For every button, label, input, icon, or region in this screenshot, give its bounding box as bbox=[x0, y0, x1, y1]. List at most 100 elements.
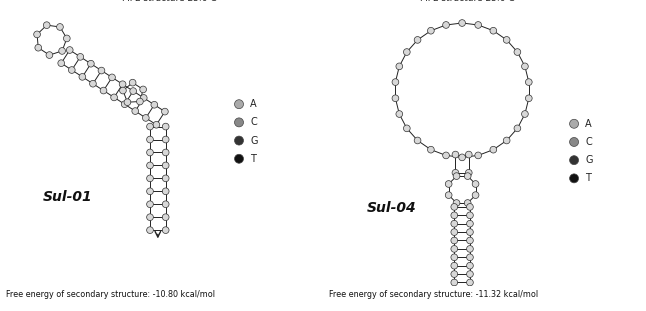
Circle shape bbox=[234, 118, 244, 127]
Circle shape bbox=[153, 121, 160, 128]
Circle shape bbox=[459, 154, 466, 161]
Circle shape bbox=[443, 21, 450, 28]
Circle shape bbox=[129, 79, 136, 86]
Circle shape bbox=[464, 200, 471, 207]
Circle shape bbox=[466, 204, 474, 210]
Circle shape bbox=[525, 79, 532, 86]
Circle shape bbox=[147, 227, 153, 234]
Circle shape bbox=[466, 212, 474, 219]
Circle shape bbox=[465, 151, 472, 158]
Text: C: C bbox=[250, 117, 257, 128]
Circle shape bbox=[451, 254, 457, 261]
Text: T: T bbox=[585, 173, 591, 183]
Circle shape bbox=[162, 175, 169, 182]
Circle shape bbox=[525, 95, 532, 102]
Circle shape bbox=[453, 200, 460, 207]
Circle shape bbox=[46, 52, 53, 58]
Circle shape bbox=[162, 214, 169, 220]
Circle shape bbox=[234, 136, 244, 145]
Text: G: G bbox=[585, 155, 593, 165]
Text: C: C bbox=[585, 137, 592, 147]
Circle shape bbox=[466, 229, 474, 235]
Circle shape bbox=[475, 21, 481, 28]
Circle shape bbox=[162, 108, 168, 115]
Circle shape bbox=[98, 67, 105, 74]
Circle shape bbox=[570, 137, 579, 146]
Circle shape bbox=[151, 101, 158, 108]
Circle shape bbox=[451, 237, 457, 244]
Circle shape bbox=[428, 146, 434, 153]
Circle shape bbox=[147, 201, 153, 208]
Text: A: A bbox=[585, 119, 592, 129]
Circle shape bbox=[521, 63, 528, 70]
Circle shape bbox=[162, 162, 169, 169]
Circle shape bbox=[404, 125, 410, 132]
Text: MFE structure 25.0 C: MFE structure 25.0 C bbox=[421, 0, 515, 3]
Circle shape bbox=[396, 111, 402, 117]
Circle shape bbox=[443, 152, 450, 159]
Circle shape bbox=[143, 114, 149, 121]
Circle shape bbox=[451, 204, 457, 210]
Circle shape bbox=[466, 279, 474, 286]
Text: Sul-01: Sul-01 bbox=[43, 189, 93, 204]
Circle shape bbox=[147, 149, 153, 156]
Text: Free energy of secondary structure: -10.80 kcal/mol: Free energy of secondary structure: -10.… bbox=[6, 290, 216, 299]
Circle shape bbox=[100, 87, 107, 94]
Circle shape bbox=[451, 212, 457, 219]
Circle shape bbox=[124, 99, 130, 105]
Text: T: T bbox=[250, 154, 256, 164]
Circle shape bbox=[570, 156, 579, 165]
Circle shape bbox=[514, 49, 521, 55]
Circle shape bbox=[472, 192, 479, 198]
Circle shape bbox=[466, 220, 474, 227]
Circle shape bbox=[120, 81, 126, 88]
Circle shape bbox=[140, 86, 147, 93]
Text: A: A bbox=[250, 99, 257, 109]
Circle shape bbox=[521, 111, 528, 117]
Circle shape bbox=[464, 173, 471, 179]
Circle shape bbox=[396, 63, 402, 70]
Circle shape bbox=[445, 181, 452, 187]
Circle shape bbox=[59, 48, 65, 54]
Circle shape bbox=[90, 80, 96, 87]
Circle shape bbox=[109, 74, 116, 81]
Circle shape bbox=[466, 237, 474, 244]
Text: G: G bbox=[250, 136, 258, 146]
Circle shape bbox=[43, 22, 50, 29]
Circle shape bbox=[162, 201, 169, 208]
Circle shape bbox=[79, 73, 86, 80]
Circle shape bbox=[234, 100, 244, 109]
Circle shape bbox=[472, 181, 479, 187]
Circle shape bbox=[451, 229, 457, 235]
Circle shape bbox=[428, 27, 434, 34]
Circle shape bbox=[404, 49, 410, 55]
Circle shape bbox=[147, 188, 153, 195]
Circle shape bbox=[58, 60, 65, 67]
Text: Sul-04: Sul-04 bbox=[367, 201, 417, 215]
Circle shape bbox=[466, 246, 474, 252]
Circle shape bbox=[451, 262, 457, 269]
Circle shape bbox=[570, 119, 579, 128]
Circle shape bbox=[68, 67, 75, 73]
Circle shape bbox=[451, 271, 457, 277]
Text: Free energy of secondary structure: -11.32 kcal/mol: Free energy of secondary structure: -11.… bbox=[329, 290, 539, 299]
Circle shape bbox=[63, 35, 70, 42]
Circle shape bbox=[147, 136, 153, 143]
Circle shape bbox=[465, 169, 472, 176]
Circle shape bbox=[452, 169, 459, 176]
Circle shape bbox=[453, 173, 460, 179]
Circle shape bbox=[67, 47, 73, 53]
Circle shape bbox=[35, 44, 41, 51]
Circle shape bbox=[570, 174, 579, 183]
Circle shape bbox=[466, 254, 474, 261]
Circle shape bbox=[451, 279, 457, 286]
Circle shape bbox=[162, 136, 169, 143]
Circle shape bbox=[162, 149, 169, 156]
Circle shape bbox=[87, 60, 94, 67]
Circle shape bbox=[162, 227, 169, 234]
Circle shape bbox=[147, 162, 153, 169]
Circle shape bbox=[392, 95, 399, 102]
Circle shape bbox=[57, 24, 63, 30]
Circle shape bbox=[466, 262, 474, 269]
Circle shape bbox=[503, 37, 510, 43]
